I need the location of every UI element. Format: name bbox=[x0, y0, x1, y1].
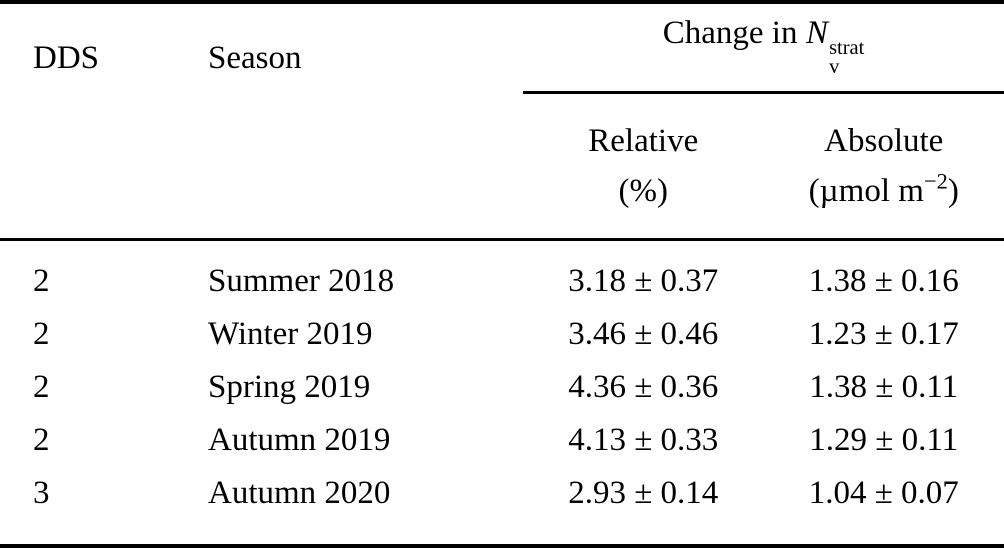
cell-season: Autumn 2020 bbox=[178, 467, 523, 546]
header-spacer-season bbox=[178, 93, 523, 240]
header-row-sub: Relative (%) Absolute (µmol m−2) bbox=[0, 93, 1004, 240]
math-symbol-n: N bbox=[806, 15, 828, 51]
group-header-prefix: Change in bbox=[663, 15, 798, 51]
absolute-unit-close: ) bbox=[948, 173, 959, 209]
cell-absolute: 1.04 ± 0.07 bbox=[764, 467, 1004, 546]
cell-relative: 3.46 ± 0.46 bbox=[523, 308, 764, 361]
cell-season: Spring 2019 bbox=[178, 361, 523, 414]
cell-dds: 2 bbox=[0, 308, 178, 361]
cell-absolute: 1.29 ± 0.11 bbox=[764, 414, 1004, 467]
relative-unit: (%) bbox=[523, 166, 764, 216]
cell-dds: 2 bbox=[0, 361, 178, 414]
column-header-absolute: Absolute (µmol m−2) bbox=[764, 93, 1004, 240]
cell-relative: 4.36 ± 0.36 bbox=[523, 361, 764, 414]
cell-season: Summer 2018 bbox=[178, 240, 523, 309]
absolute-label: Absolute bbox=[764, 116, 1004, 166]
cell-relative: 3.18 ± 0.37 bbox=[523, 240, 764, 309]
cell-absolute: 1.38 ± 0.11 bbox=[764, 361, 1004, 414]
absolute-unit-exponent: −2 bbox=[924, 169, 948, 194]
cell-absolute: 1.23 ± 0.17 bbox=[764, 308, 1004, 361]
absolute-unit-open: (µmol m bbox=[809, 173, 924, 209]
cell-absolute: 1.38 ± 0.16 bbox=[764, 240, 1004, 309]
header-spacer-dds bbox=[0, 93, 178, 240]
relative-label: Relative bbox=[523, 116, 764, 166]
column-header-season: Season bbox=[178, 2, 523, 93]
column-header-dds: DDS bbox=[0, 2, 178, 93]
cell-relative: 2.93 ± 0.14 bbox=[523, 467, 764, 546]
cell-dds: 2 bbox=[0, 240, 178, 309]
cell-dds: 3 bbox=[0, 467, 178, 546]
math-subscript: v bbox=[829, 58, 864, 77]
cell-season: Autumn 2019 bbox=[178, 414, 523, 467]
cell-dds: 2 bbox=[0, 414, 178, 467]
cell-relative: 4.13 ± 0.33 bbox=[523, 414, 764, 467]
cell-season: Winter 2019 bbox=[178, 308, 523, 361]
absolute-unit: (µmol m−2) bbox=[764, 166, 1004, 216]
column-header-relative: Relative (%) bbox=[523, 93, 764, 240]
